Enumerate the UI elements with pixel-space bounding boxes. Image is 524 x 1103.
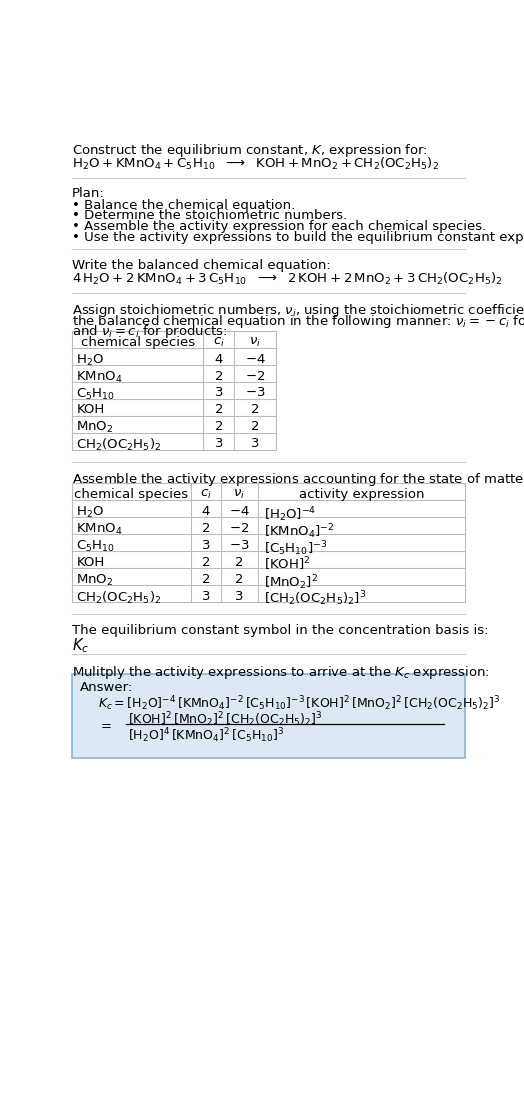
Text: $-4$: $-4$: [245, 353, 266, 365]
Text: $\mathrm{H_2O}$: $\mathrm{H_2O}$: [77, 353, 104, 367]
Text: 2: 2: [215, 370, 223, 383]
Text: Plan:: Plan:: [72, 188, 104, 200]
Text: 3: 3: [215, 437, 223, 450]
Text: 3: 3: [202, 539, 210, 552]
Text: $-2$: $-2$: [245, 370, 266, 383]
Text: $\mathrm{C_5H_{10}}$: $\mathrm{C_5H_{10}}$: [77, 386, 115, 401]
Text: $=$: $=$: [98, 718, 112, 730]
Text: $[\mathrm{CH_2(OC_2H_5)_2}]^{3}$: $[\mathrm{CH_2(OC_2H_5)_2}]^{3}$: [264, 590, 366, 609]
Text: $\mathrm{C_5H_{10}}$: $\mathrm{C_5H_{10}}$: [77, 539, 115, 554]
Text: $\mathrm{H_2O}$: $\mathrm{H_2O}$: [77, 505, 104, 521]
Text: KOH: KOH: [77, 404, 105, 417]
Text: • Use the activity expressions to build the equilibrium constant expression.: • Use the activity expressions to build …: [72, 231, 524, 244]
Bar: [72, 331, 276, 450]
Text: $\mathrm{MnO_2}$: $\mathrm{MnO_2}$: [77, 420, 114, 436]
Text: 2: 2: [251, 404, 259, 417]
Text: $[\mathrm{KOH}]^{2}\,[\mathrm{MnO_2}]^{2}\,[\mathrm{CH_2(OC_2H_5)_2}]^{3}$: $[\mathrm{KOH}]^{2}\,[\mathrm{MnO_2}]^{2…: [127, 710, 322, 729]
Text: 4: 4: [215, 353, 223, 365]
Text: $-3$: $-3$: [245, 386, 266, 399]
Text: 2: 2: [235, 572, 243, 586]
Bar: [72, 483, 465, 602]
Text: $\nu_i$: $\nu_i$: [249, 335, 261, 349]
Text: The equilibrium constant symbol in the concentration basis is:: The equilibrium constant symbol in the c…: [72, 623, 488, 636]
Text: $\mathrm{CH_2(OC_2H_5)_2}$: $\mathrm{CH_2(OC_2H_5)_2}$: [77, 437, 162, 453]
Text: • Balance the chemical equation.: • Balance the chemical equation.: [72, 199, 295, 212]
Text: activity expression: activity expression: [299, 489, 424, 501]
Text: Answer:: Answer:: [80, 681, 133, 694]
Text: $\mathrm{KMnO_4}$: $\mathrm{KMnO_4}$: [77, 370, 123, 385]
Text: 2: 2: [215, 404, 223, 417]
FancyBboxPatch shape: [72, 674, 465, 758]
Text: $\mathrm{CH_2(OC_2H_5)_2}$: $\mathrm{CH_2(OC_2H_5)_2}$: [77, 590, 162, 606]
Text: $K_c$: $K_c$: [72, 636, 89, 655]
Text: chemical species: chemical species: [74, 489, 189, 501]
Text: 3: 3: [215, 386, 223, 399]
Text: Write the balanced chemical equation:: Write the balanced chemical equation:: [72, 258, 331, 271]
Text: $[\mathrm{H_2O}]^{4}\,[\mathrm{KMnO_4}]^{2}\,[\mathrm{C_5H_{10}}]^{3}$: $[\mathrm{H_2O}]^{4}\,[\mathrm{KMnO_4}]^…: [127, 726, 283, 745]
Text: $[\mathrm{KOH}]^{2}$: $[\mathrm{KOH}]^{2}$: [264, 556, 310, 574]
Text: $-3$: $-3$: [229, 539, 249, 552]
Text: Assemble the activity expressions accounting for the state of matter and $\nu_i$: Assemble the activity expressions accoun…: [72, 471, 524, 489]
Text: $\mathrm{4\,H_2O + 2\,KMnO_4 + 3\,C_5H_{10}}$  $\longrightarrow$  $\mathrm{2\,KO: $\mathrm{4\,H_2O + 2\,KMnO_4 + 3\,C_5H_{…: [72, 271, 503, 287]
Text: $[\mathrm{C_5H_{10}}]^{-3}$: $[\mathrm{C_5H_{10}}]^{-3}$: [264, 539, 327, 558]
Text: 3: 3: [235, 590, 243, 602]
Text: 3: 3: [251, 437, 259, 450]
Text: 2: 2: [235, 556, 243, 569]
Text: $\mathrm{KMnO_4}$: $\mathrm{KMnO_4}$: [77, 522, 123, 537]
Text: 4: 4: [202, 505, 210, 518]
Text: $\nu_i$: $\nu_i$: [233, 489, 245, 501]
Text: 2: 2: [215, 420, 223, 433]
Text: the balanced chemical equation in the following manner: $\nu_i = -c_i$ for react: the balanced chemical equation in the fo…: [72, 312, 524, 330]
Text: and $\nu_i = c_i$ for products:: and $\nu_i = c_i$ for products:: [72, 323, 227, 341]
Text: Construct the equilibrium constant, $K$, expression for:: Construct the equilibrium constant, $K$,…: [72, 141, 428, 159]
Text: Assign stoichiometric numbers, $\nu_i$, using the stoichiometric coefficients, $: Assign stoichiometric numbers, $\nu_i$, …: [72, 302, 524, 319]
Text: $[\mathrm{H_2O}]^{-4}$: $[\mathrm{H_2O}]^{-4}$: [264, 505, 316, 524]
Text: Mulitply the activity expressions to arrive at the $K_c$ expression:: Mulitply the activity expressions to arr…: [72, 664, 489, 681]
Text: 2: 2: [202, 522, 210, 535]
Text: 3: 3: [202, 590, 210, 602]
Text: 2: 2: [202, 556, 210, 569]
Text: $-2$: $-2$: [229, 522, 249, 535]
Text: $c_i$: $c_i$: [213, 335, 225, 349]
Text: 2: 2: [251, 420, 259, 433]
Text: 2: 2: [202, 572, 210, 586]
Text: KOH: KOH: [77, 556, 105, 569]
Text: • Determine the stoichiometric numbers.: • Determine the stoichiometric numbers.: [72, 210, 347, 223]
Text: $\mathrm{MnO_2}$: $\mathrm{MnO_2}$: [77, 572, 114, 588]
Text: chemical species: chemical species: [81, 335, 194, 349]
Text: $-4$: $-4$: [229, 505, 249, 518]
Text: • Assemble the activity expression for each chemical species.: • Assemble the activity expression for e…: [72, 221, 486, 233]
Text: $[\mathrm{MnO_2}]^{2}$: $[\mathrm{MnO_2}]^{2}$: [264, 572, 318, 591]
Text: $K_c = [\mathrm{H_2O}]^{-4}\,[\mathrm{KMnO_4}]^{-2}\,[\mathrm{C_5H_{10}}]^{-3}\,: $K_c = [\mathrm{H_2O}]^{-4}\,[\mathrm{KM…: [98, 695, 500, 714]
Text: $c_i$: $c_i$: [200, 489, 212, 501]
Text: $[\mathrm{KMnO_4}]^{-2}$: $[\mathrm{KMnO_4}]^{-2}$: [264, 522, 334, 540]
Text: $\mathrm{H_2O + KMnO_4 + C_5H_{10}}$  $\longrightarrow$  $\mathrm{KOH + MnO_2 + : $\mathrm{H_2O + KMnO_4 + C_5H_{10}}$ $\l…: [72, 157, 439, 172]
